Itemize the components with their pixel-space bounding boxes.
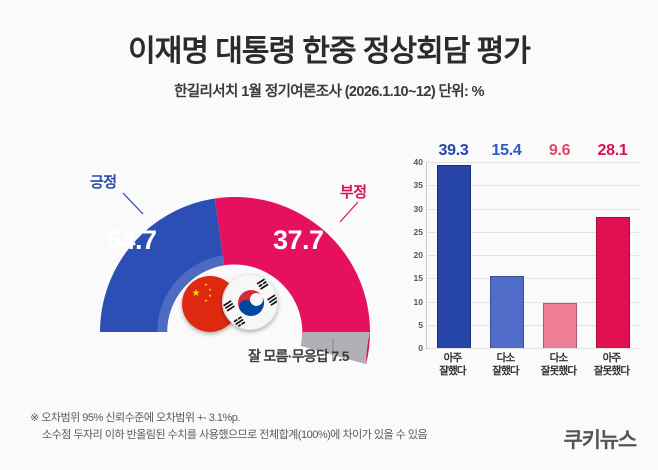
x-axis-label-line1: 다소 [549, 352, 569, 364]
page-title: 이재명 대통령 한중 정상회담 평가 [128, 35, 531, 68]
sentiment-gauge-chart: 긍정 54.7 부정 37.7 잘 모름·무응답 7.5 [18, 138, 418, 388]
x-axis-label-line2: 잘했다 [492, 365, 519, 378]
bar-value-label: 39.3 [438, 142, 469, 159]
gridline: 5 [418, 320, 639, 330]
x-axis-label-line2: 잘했다 [439, 365, 466, 378]
leader-line-negative [339, 201, 359, 223]
bar-value-label: 15.4 [491, 142, 522, 159]
gauge-value-negative: 37.7 [273, 225, 324, 255]
infographic-header: 이재명 대통령 한중 정상회담 평가 한길리서치 1월 정기여론조사 (2026… [0, 0, 658, 101]
y-axis-tick: 0 [418, 343, 423, 353]
evaluation-bar-chart: 40 35 30 25 20 15 10 5 0 39.3 15.4 9.6 2… [392, 142, 644, 380]
gauge-svg [100, 192, 371, 364]
gridline: 35 [414, 180, 639, 190]
bar-chart-plot-area: 40 35 30 25 20 15 10 5 0 39.3 15.4 9.6 2… [414, 142, 639, 353]
bar-value-label: 28.1 [597, 142, 628, 159]
publisher-logo: 쿠키뉴스 [563, 429, 638, 452]
y-axis-tick: 30 [413, 203, 423, 214]
footnote-line-1: ※ 오차범위 95% 신뢰수준에 오차범위 +- 3.1%p. [30, 412, 240, 424]
gridline: 20 [414, 250, 639, 260]
table-row [542, 303, 577, 348]
gauge-inner-rim [157, 255, 225, 332]
bar-column: 28.1 [586, 142, 639, 348]
gauge-segment-no-response [301, 332, 370, 364]
gauge-label-no-response: 잘 모름·무응답 7.5 [248, 348, 349, 364]
x-axis-label: 아주 잘했다 [426, 352, 479, 378]
y-axis-tick: 15 [413, 273, 423, 284]
gridline: 30 [414, 204, 639, 214]
y-axis-tick: 10 [413, 296, 423, 307]
gauge-label-negative: 부정 [340, 184, 367, 201]
gridline: 10 [414, 297, 639, 307]
footnote-line-2: 소수점 두자리 이하 반올림된 수치를 사용했으므로 전체합계(100%)에 차… [42, 429, 428, 442]
x-axis-labels: 아주 잘했다 다소 잘했다 다소 잘못했다 아주 잘못했다 [426, 352, 638, 378]
gridline: 25 [414, 227, 639, 237]
bar-series: 39.3 15.4 9.6 28.1 [427, 142, 639, 348]
y-axis-tick: 5 [418, 319, 423, 330]
bar-value-label: 9.6 [548, 142, 571, 159]
gridline: 15 [414, 273, 639, 283]
gridline: 0 [418, 343, 639, 353]
y-axis-tick: 35 [413, 180, 423, 191]
x-axis-label-line1: 아주 [602, 352, 622, 364]
x-axis-label-line2: 잘못했다 [540, 365, 577, 378]
x-axis-label: 다소 잘못했다 [532, 352, 585, 378]
page-subtitle: 한길리서치 1월 정기여론조사 (2026.1.10~12) 단위: % [174, 84, 484, 100]
table-row [436, 165, 471, 348]
footnote: ※ 오차범위 95% 신뢰수준에 오차범위 +- 3.1%p. 소수점 두자리 … [30, 410, 428, 444]
gridline: 40 [414, 157, 639, 167]
table-row [595, 217, 630, 348]
bar-column: 15.4 [480, 142, 533, 348]
y-axis-tick: 40 [413, 157, 423, 167]
bar-column: 9.6 [533, 142, 586, 348]
table-row [489, 276, 524, 348]
x-axis-label: 다소 잘했다 [479, 352, 532, 378]
flag-badges [182, 268, 288, 340]
x-axis-label-line1: 다소 [496, 352, 516, 364]
south-korea-flag-icon [222, 274, 278, 330]
x-axis-label: 아주 잘못했다 [585, 352, 638, 378]
y-axis-tick: 20 [413, 250, 423, 260]
y-axis-tick: 25 [413, 226, 423, 237]
gauge-value-positive: 54.7 [106, 225, 157, 255]
gauge-segment-positive [100, 198, 225, 332]
x-axis-label-line1: 아주 [443, 352, 463, 364]
bar-column: 39.3 [427, 142, 480, 348]
leader-line-positive [122, 192, 144, 215]
south-korea-flag-svg [223, 275, 277, 329]
gauge-label-positive: 긍정 [90, 174, 117, 191]
x-axis-label-line2: 잘못했다 [593, 365, 630, 378]
gauge-segment-negative [214, 197, 371, 364]
